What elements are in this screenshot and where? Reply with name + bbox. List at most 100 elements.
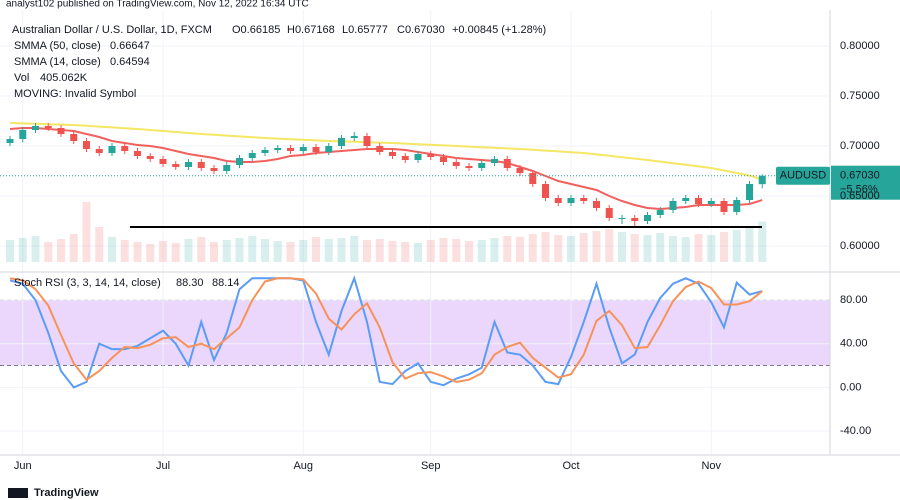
sma-legend-value: 0.66647 (110, 40, 150, 52)
volume-bar (350, 236, 359, 262)
volume-bar (541, 232, 550, 262)
candle-body (389, 152, 396, 156)
symbol-tag-label: AUDUSD (780, 170, 827, 182)
candle-body (363, 136, 371, 146)
x-tick-label: Jul (156, 460, 170, 472)
ohlc-close: C0.67030 (397, 24, 445, 36)
candle-body (121, 146, 129, 151)
last-price-label: 0.67030 (840, 170, 880, 182)
candle-body (325, 146, 333, 152)
candle-body (274, 148, 282, 150)
volume-bar (426, 240, 435, 262)
candle-body (529, 173, 537, 184)
logo-text: TradingView (34, 487, 99, 499)
candle-body (312, 147, 320, 152)
volume-bar (643, 235, 652, 262)
volume-bar (44, 242, 53, 262)
volume-bar (184, 239, 193, 262)
candle-body (427, 154, 435, 157)
x-tick-label: Aug (293, 460, 313, 472)
volume-bar (732, 230, 741, 262)
candle-body (516, 168, 524, 173)
volume-bar (286, 242, 295, 262)
candle-body (440, 157, 447, 162)
plot-layer (0, 10, 900, 456)
volume-bar (681, 237, 690, 262)
volume-bar (120, 240, 129, 262)
volume-bar (273, 241, 282, 262)
sma-line (9, 127, 763, 211)
ohlc-open: O0.66185 (232, 24, 280, 36)
volume-bar (656, 233, 665, 262)
candle-body (299, 147, 307, 151)
candle-body (491, 159, 498, 163)
volume-bar (630, 234, 639, 262)
volume-bar (299, 240, 308, 262)
volume-bar (235, 238, 244, 262)
y-tick-label: 0.65000 (840, 190, 880, 202)
volume-bar (579, 233, 588, 262)
volume-bar (503, 236, 512, 262)
volume-bar (108, 237, 116, 262)
volume-bar (171, 243, 180, 262)
candle-body (159, 159, 167, 164)
candle-body (19, 130, 27, 139)
candle-body (95, 149, 103, 153)
volume-bar (57, 239, 65, 262)
volume-bar (694, 234, 703, 262)
candle-body (185, 162, 192, 167)
stoch-title: Stoch RSI (3, 3, 14, 14, close) (14, 277, 161, 289)
ohlc-high: H0.67168 (287, 24, 335, 36)
candle-body (542, 184, 549, 198)
candle-body (452, 162, 460, 166)
volume-bar (465, 241, 473, 262)
candle-body (350, 136, 358, 138)
volume-bar (18, 238, 27, 262)
candle-body (503, 159, 511, 168)
candle-body (631, 218, 639, 221)
y-tick-label: 40.00 (840, 338, 868, 350)
volume-bar (248, 236, 257, 262)
volume-bar (312, 237, 320, 262)
volume-bar (31, 236, 40, 262)
volume-bar (95, 227, 104, 262)
candle-body (656, 210, 664, 215)
volume-bar (261, 239, 269, 262)
candle-body (644, 215, 651, 221)
candle-body (236, 158, 243, 165)
volume-bar (363, 240, 371, 262)
candle-body (669, 201, 677, 210)
candle-body (248, 153, 256, 158)
volume-bar (210, 242, 218, 262)
y-tick-label: 0.80000 (840, 40, 880, 52)
stoch-line (9, 277, 763, 383)
volume-bar (82, 202, 91, 262)
candle-body (338, 138, 345, 146)
ohlc-change: +0.00845 (+1.28%) (452, 24, 546, 36)
candle-body (134, 151, 141, 156)
x-tick-label: Nov (701, 460, 721, 472)
candle-body (682, 198, 690, 201)
candle-body (146, 156, 154, 159)
candle-body (567, 198, 575, 203)
volume-bar (720, 232, 728, 262)
x-tick-label: Sep (421, 460, 441, 472)
volume-bar (324, 239, 333, 262)
y-tick-label: 80.00 (840, 294, 868, 306)
candle-body (605, 208, 613, 218)
volume-bar (388, 241, 397, 262)
y-tick-label: 0.75000 (840, 90, 880, 102)
sma14-name: SMMA (14, close) (14, 56, 101, 68)
y-tick-label: -40.00 (840, 425, 871, 437)
candle-body (707, 201, 715, 204)
logo-icon (8, 488, 28, 498)
volume-bar (222, 240, 231, 262)
volume-bar (707, 235, 716, 262)
candle-body (720, 201, 728, 212)
y-tick-label: 0.70000 (840, 140, 880, 152)
volume-name: Vol (14, 72, 29, 84)
candle-body (57, 128, 65, 134)
candle-body (197, 162, 205, 168)
